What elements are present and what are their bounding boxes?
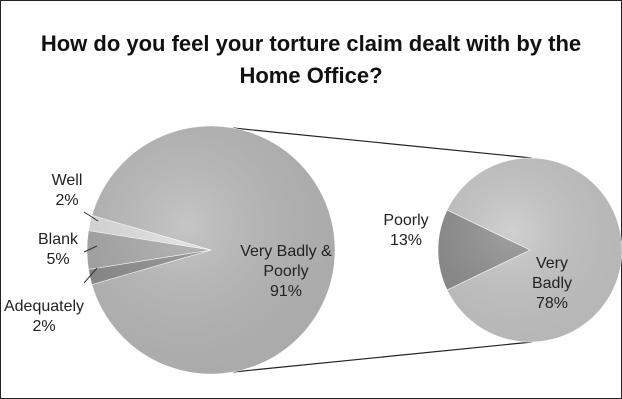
chart-title-line-1: How do you feel your torture claim dealt… (40, 31, 582, 56)
data-label-adequately: Adequately 2% (4, 298, 84, 335)
leader-line-blank (83, 245, 98, 253)
leader-lines (83, 211, 99, 284)
leader-line-adequately (83, 267, 98, 284)
data-labels: Very Badly & Poorly 91% Adequately 2% Blank 5%… (4, 172, 572, 335)
data-label-blank: Blank 5% (38, 231, 79, 268)
data-label-very-badly: Very Badly 78% (532, 255, 572, 312)
leader-line-well (83, 211, 99, 222)
secondary-pie (437, 157, 622, 343)
data-label-very-badly-and-poorly: Very Badly & Poorly 91% (240, 243, 332, 300)
data-label-poorly: Poorly 13% (383, 212, 428, 249)
chart-title-line-2: Home Office? (239, 63, 383, 88)
data-label-well: Well 2% (52, 172, 83, 209)
chart-title: How do you feel your torture claim dealt… (0, 28, 622, 92)
